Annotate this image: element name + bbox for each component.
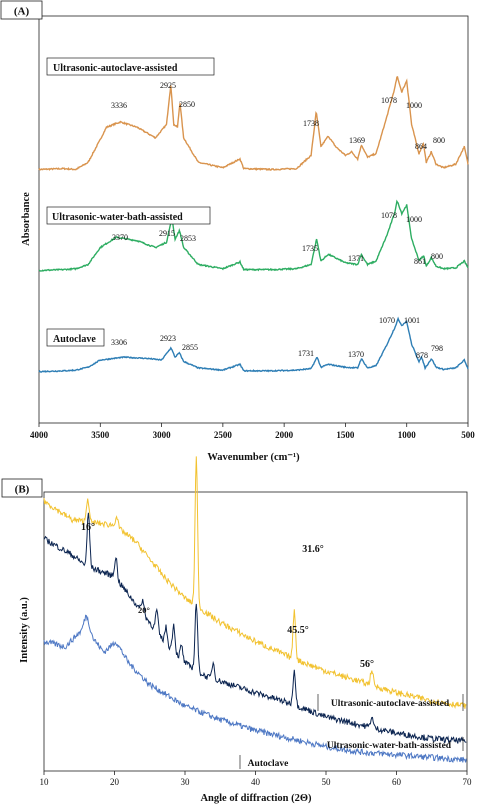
xrd-label-water-bath-assisted: Ultrasonic-water-bath-assisted bbox=[327, 741, 452, 751]
peak-label-a1-3336: 3336 bbox=[111, 101, 127, 110]
peak-label-a1-2850: 2850 bbox=[179, 100, 195, 109]
peak-label-a1-2925: 2925 bbox=[160, 81, 176, 90]
peak-label-a2-1371: 1371 bbox=[348, 254, 364, 263]
legend-box-water-bath-assisted bbox=[46, 206, 211, 225]
xrd-peak-label-20: 20° bbox=[138, 605, 150, 615]
peak-label-a2-861: 861 bbox=[414, 257, 426, 266]
peak-label-a2-2853: 2853 bbox=[180, 234, 196, 243]
panel-a-x-tick-label: 1500 bbox=[336, 430, 355, 440]
peak-label-a3-878: 878 bbox=[416, 351, 428, 360]
xrd-peak-label-16: 16° bbox=[81, 522, 95, 533]
panel-b-plot-frame bbox=[43, 491, 468, 772]
panel-a-plot-frame bbox=[38, 15, 469, 424]
legend-label-water-bath-assisted: Ultrasonic-water-bath-assisted bbox=[52, 212, 183, 223]
peak-label-a2-2915: 2915 bbox=[159, 229, 175, 238]
panel-b-x-tick-label: 60 bbox=[392, 777, 402, 787]
panel-a-x-axis-label: Wavenumber (cm⁻¹) bbox=[207, 452, 300, 463]
peak-label-a2-1735: 1735 bbox=[302, 244, 318, 253]
xrd-label-autoclave-assisted: Ultrasonic-autoclave-assisted bbox=[331, 699, 450, 709]
panel-b-x-tick-label: 50 bbox=[322, 777, 332, 787]
panel-a-x-tick-label: 2500 bbox=[214, 430, 233, 440]
panel-a-x-tick-label: 2000 bbox=[275, 430, 294, 440]
peak-label-a3-2855: 2855 bbox=[182, 343, 198, 352]
panel-a-x-tick-label: 4000 bbox=[30, 430, 49, 440]
ftir-line-autoclave bbox=[38, 316, 469, 374]
xrd-peak-label-56: 56° bbox=[360, 659, 374, 670]
peak-label-a3-1731: 1731 bbox=[298, 349, 314, 358]
ftir-line-water-bath-assisted bbox=[38, 199, 469, 272]
peak-label-a1-800: 800 bbox=[433, 136, 445, 145]
panel-b-tag: (B) bbox=[15, 484, 30, 496]
peak-label-a2-1000: 1000 bbox=[406, 215, 422, 224]
peak-label-a3-798: 798 bbox=[431, 344, 443, 353]
panel-a-x-tick-label: 3500 bbox=[91, 430, 110, 440]
panel-b-x-tick-label: 70 bbox=[463, 777, 473, 787]
peak-label-a3-1370: 1370 bbox=[348, 350, 364, 359]
panel-b-x-axis-label: Angle of diffraction (2Θ) bbox=[200, 793, 312, 804]
panel-b-tag-box bbox=[1, 478, 43, 498]
panel-a-ftir-chart: (A) Ultrasonic-autoclave-assisted Ultras… bbox=[0, 0, 475, 463]
peak-label-a1-1738: 1738 bbox=[303, 119, 319, 128]
panel-b-x-tick-label: 10 bbox=[40, 777, 50, 787]
peak-label-a3-1001: 1001 bbox=[404, 316, 420, 325]
legend-box-autoclave bbox=[46, 328, 105, 347]
panel-a-x-tick-label: 500 bbox=[461, 430, 475, 440]
panel-b-x-tick-label: 40 bbox=[251, 777, 261, 787]
peak-label-a1-1078: 1078 bbox=[381, 96, 397, 105]
panel-a-y-axis-label: Absorbance bbox=[21, 192, 32, 246]
peak-label-a1-1000: 1000 bbox=[406, 101, 422, 110]
xrd-label-autoclave: Autoclave bbox=[248, 759, 289, 769]
xrd-peak-label-31-6: 31.6° bbox=[302, 544, 324, 555]
peak-label-a2-3370: 3370 bbox=[112, 233, 128, 242]
legend-label-autoclave-assisted: Ultrasonic-autoclave-assisted bbox=[53, 63, 178, 74]
panel-a-x-tick-label: 3000 bbox=[153, 430, 172, 440]
peak-label-a3-3306: 3306 bbox=[111, 338, 127, 347]
peak-label-a3-1070: 1070 bbox=[379, 316, 395, 325]
panel-b-xrd-chart: (B) 16° 31.6° 45.5° 56° 20° Ultrasonic-a… bbox=[1, 456, 473, 804]
peak-label-a3-2923: 2923 bbox=[160, 334, 176, 343]
xrd-peak-label-45-5: 45.5° bbox=[287, 625, 309, 636]
ftir-line-autoclave-assisted bbox=[38, 75, 469, 171]
peak-label-a2-1078: 1078 bbox=[381, 211, 397, 220]
panel-b-y-axis-label: Intensity (a.u.) bbox=[19, 597, 30, 663]
legend-label-autoclave: Autoclave bbox=[53, 334, 96, 345]
panel-a-tag: (A) bbox=[14, 6, 30, 18]
panel-b-x-tick-label: 20 bbox=[110, 777, 120, 787]
xrd-line-autoclave-assisted bbox=[43, 456, 467, 710]
panel-b-x-tick-label: 30 bbox=[181, 777, 191, 787]
panel-a-tag-box bbox=[0, 0, 43, 20]
xrd-line-water-bath-assisted bbox=[43, 512, 467, 744]
xrd-line-autoclave bbox=[43, 614, 467, 763]
peak-label-a1-864: 864 bbox=[415, 142, 427, 151]
peak-label-a1-1369: 1369 bbox=[349, 136, 365, 145]
legend-box-autoclave-assisted bbox=[46, 57, 215, 76]
peak-label-a2-800: 800 bbox=[431, 252, 443, 261]
panel-a-x-tick-label: 1000 bbox=[398, 430, 417, 440]
